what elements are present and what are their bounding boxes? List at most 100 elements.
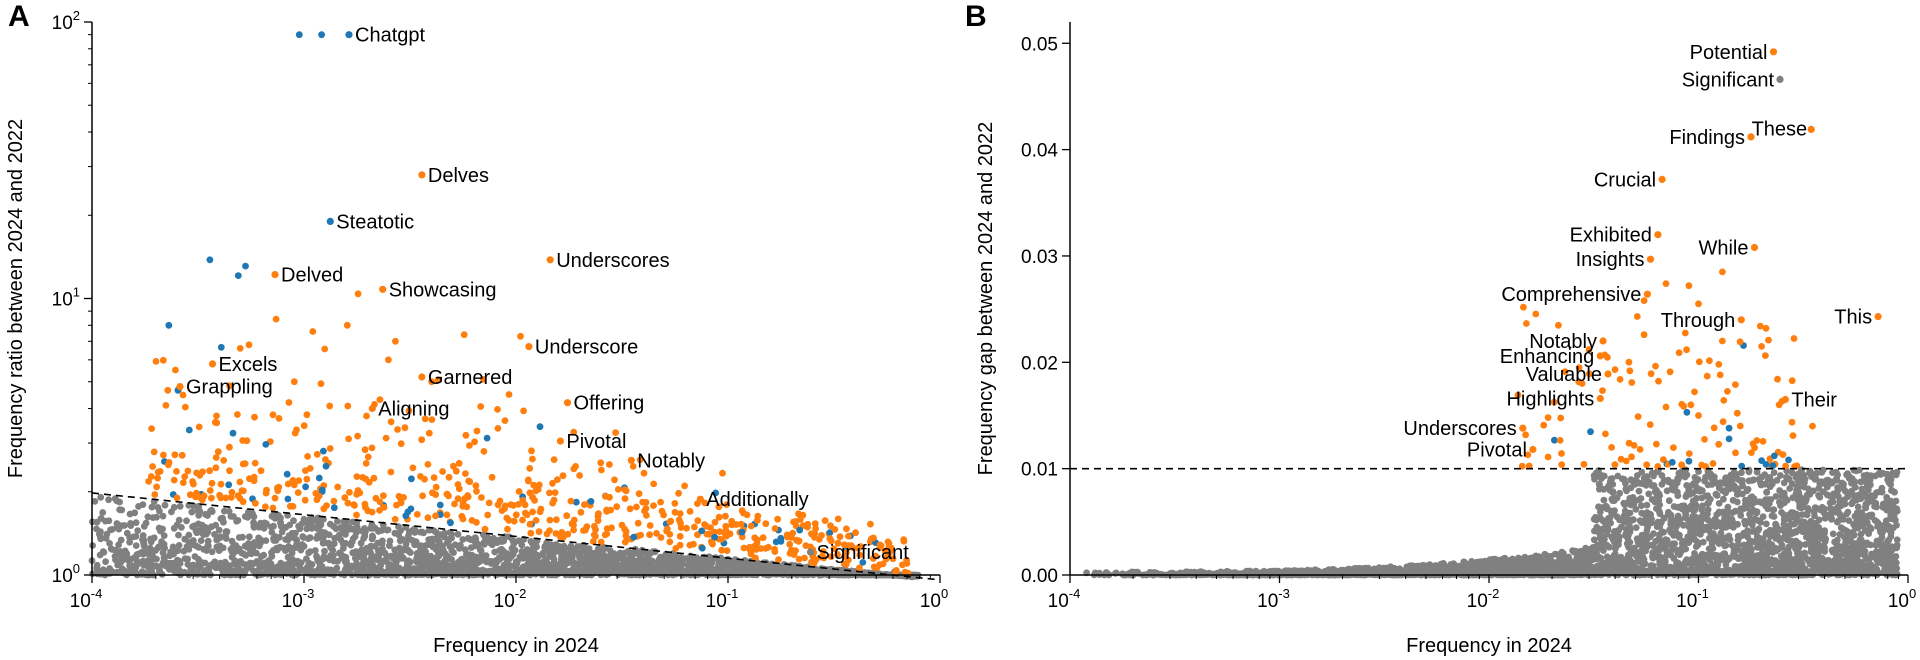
scatter-point bbox=[97, 493, 105, 501]
scatter-point bbox=[698, 565, 705, 573]
scatter-point bbox=[145, 478, 153, 485]
scatter-point bbox=[181, 403, 189, 411]
scatter-point bbox=[204, 537, 212, 545]
scatter-point bbox=[294, 557, 301, 565]
y-tick-label: 100 bbox=[52, 561, 80, 587]
scatter-point bbox=[391, 515, 399, 523]
scatter-point bbox=[519, 496, 527, 504]
x-tick-label: 10-1 bbox=[706, 586, 739, 612]
scatter-point bbox=[296, 525, 304, 533]
scatter-point bbox=[621, 486, 629, 494]
scatter-point bbox=[493, 539, 501, 546]
scatter-point bbox=[559, 533, 567, 541]
scatter-point bbox=[159, 356, 167, 364]
scatter-point bbox=[543, 542, 551, 550]
annotated-point bbox=[345, 31, 353, 39]
scatter-point bbox=[313, 450, 321, 458]
scatter-point bbox=[1893, 521, 1900, 529]
scatter-point bbox=[241, 460, 249, 467]
scatter-point bbox=[415, 555, 423, 563]
scatter-point bbox=[315, 474, 323, 482]
scatter-point bbox=[1733, 498, 1741, 506]
scatter-point bbox=[491, 548, 499, 556]
scatter-point bbox=[206, 487, 214, 494]
scatter-point bbox=[795, 537, 803, 545]
scatter-point bbox=[234, 411, 241, 418]
scatter-point bbox=[239, 498, 247, 506]
scatter-point bbox=[105, 517, 113, 525]
scatter-point bbox=[567, 542, 575, 550]
scatter-point bbox=[518, 548, 526, 555]
scatter-point bbox=[801, 554, 808, 562]
scatter-point bbox=[553, 545, 561, 553]
scatter-point bbox=[523, 511, 531, 519]
scatter-point bbox=[349, 535, 357, 543]
scatter-point bbox=[495, 556, 502, 564]
scatter-point bbox=[354, 432, 361, 440]
scatter-point bbox=[103, 530, 111, 538]
scatter-point bbox=[372, 494, 380, 502]
annotation-label: Significant bbox=[817, 542, 910, 564]
scatter-point bbox=[553, 516, 560, 524]
scatter-point bbox=[322, 462, 330, 470]
scatter-point bbox=[352, 554, 359, 562]
scatter-point bbox=[421, 475, 428, 483]
scatter-point bbox=[567, 497, 575, 505]
scatter-point bbox=[458, 512, 466, 520]
scatter-point bbox=[220, 518, 227, 526]
scatter-point bbox=[236, 345, 244, 352]
scatter-point bbox=[524, 476, 532, 484]
scatter-point bbox=[225, 481, 233, 489]
scatter-point bbox=[175, 531, 182, 539]
scatter-point bbox=[294, 489, 302, 496]
scatter-point bbox=[744, 563, 751, 570]
x-tick-label: 10-2 bbox=[494, 586, 527, 612]
scatter-point bbox=[385, 356, 392, 364]
scatter-point bbox=[126, 510, 134, 518]
scatter-point bbox=[130, 554, 138, 562]
scatter-point bbox=[318, 486, 326, 494]
scatter-point bbox=[213, 536, 221, 544]
scatter-point bbox=[326, 402, 334, 410]
scatter-point bbox=[271, 494, 279, 502]
scatter-point bbox=[245, 540, 252, 547]
scatter-point bbox=[334, 518, 341, 525]
annotated-point bbox=[525, 343, 533, 351]
scatter-point bbox=[319, 555, 327, 563]
annotated-point bbox=[176, 383, 184, 391]
scatter-point bbox=[239, 437, 247, 444]
scatter-point bbox=[771, 525, 779, 532]
scatter-point bbox=[445, 492, 452, 500]
scatter-point bbox=[507, 501, 515, 508]
scatter-point bbox=[326, 556, 334, 564]
scatter-point bbox=[535, 481, 543, 489]
scatter-point bbox=[524, 564, 532, 572]
scatter-point bbox=[526, 465, 534, 472]
scatter-point bbox=[365, 478, 373, 486]
scatter-point bbox=[622, 528, 630, 535]
scatter-point bbox=[503, 514, 511, 522]
scatter-point bbox=[269, 411, 277, 419]
scatter-point bbox=[506, 562, 514, 570]
scatter-point bbox=[290, 478, 297, 485]
scatter-point bbox=[217, 480, 225, 488]
scatter-point bbox=[173, 494, 181, 502]
scatter-point bbox=[344, 402, 352, 410]
scatter-point bbox=[375, 528, 382, 535]
scatter-point bbox=[856, 564, 863, 572]
scatter-point bbox=[175, 542, 183, 549]
scatter-point bbox=[107, 545, 115, 553]
scatter-point bbox=[274, 513, 282, 521]
scatter-point bbox=[159, 512, 167, 520]
scatter-point bbox=[550, 496, 558, 504]
scatter-point bbox=[368, 444, 376, 452]
scatter-point bbox=[587, 498, 595, 505]
scatter-point bbox=[537, 505, 545, 513]
scatter-point bbox=[483, 558, 490, 566]
scatter-point bbox=[97, 535, 105, 543]
scatter-point bbox=[432, 491, 440, 498]
scatter-point bbox=[151, 491, 159, 498]
annotation-label: Delved bbox=[281, 265, 343, 287]
scatter-point bbox=[176, 557, 183, 565]
panel-letter: B bbox=[965, 0, 987, 33]
